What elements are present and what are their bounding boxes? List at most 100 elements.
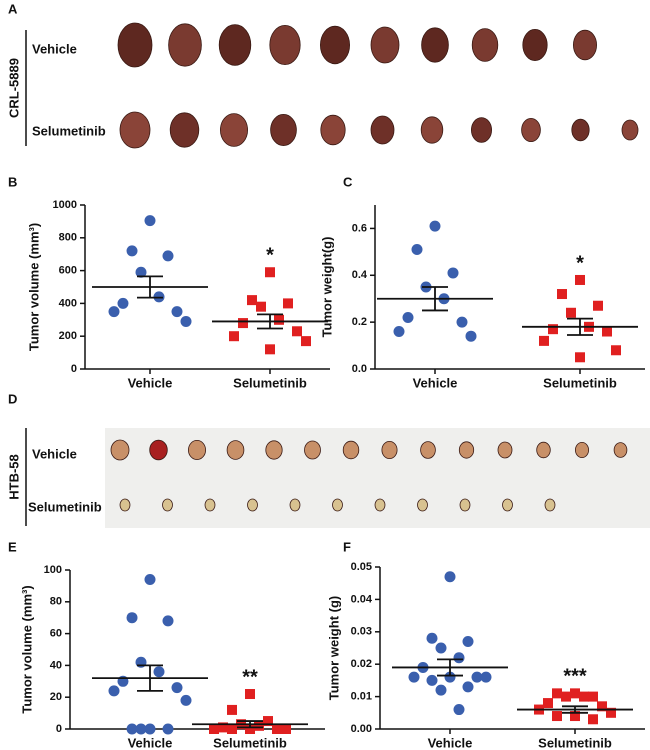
tumor-photo	[332, 498, 343, 512]
y-tick-label: 0.0	[352, 363, 367, 375]
y-axis-label: Tumor volume (mm³)	[19, 585, 34, 713]
panel-label: F	[343, 539, 351, 554]
data-point	[281, 724, 291, 734]
data-point	[444, 571, 456, 583]
tumor-photo	[168, 23, 202, 67]
y-tick-label: 0.4	[352, 269, 368, 281]
tumor-photo	[575, 441, 590, 458]
data-point	[263, 716, 273, 727]
tumor-photo	[204, 498, 216, 512]
tumor-photo	[573, 29, 598, 61]
data-point	[162, 615, 174, 627]
tumor-photo	[370, 26, 400, 64]
photo-background	[105, 428, 650, 528]
data-point	[552, 688, 562, 699]
y-tick-label: 0.00	[351, 723, 372, 735]
cell-line: HTB-58	[6, 454, 21, 500]
panel-label: E	[8, 539, 17, 554]
tumor-photo	[459, 498, 471, 512]
tumor-photo	[226, 440, 245, 460]
tumor-photo	[497, 441, 513, 459]
data-point	[274, 314, 284, 325]
tumor-photo	[304, 440, 321, 460]
row-label: Vehicle	[32, 41, 77, 56]
cell-line: CRL-5889	[6, 58, 21, 118]
y-tick-label: 0	[56, 723, 62, 735]
data-point	[575, 274, 585, 285]
tumor-photo	[110, 439, 130, 461]
data-point	[447, 267, 459, 279]
data-point	[480, 671, 492, 683]
data-point	[465, 330, 477, 342]
data-point	[126, 612, 138, 624]
data-point	[593, 300, 603, 311]
tumor-photo	[502, 498, 513, 512]
tumor-photo	[218, 24, 252, 66]
tumor-photo	[417, 498, 428, 512]
tumor-photo	[521, 118, 541, 143]
data-point	[597, 701, 607, 712]
data-point	[588, 691, 598, 702]
tumor-photo	[169, 112, 200, 148]
x-tick-label: Vehicle	[128, 735, 173, 750]
data-point	[171, 306, 183, 318]
data-point	[180, 694, 192, 706]
y-tick-label: 400	[59, 297, 77, 309]
data-point	[218, 722, 228, 733]
significance: ***	[563, 666, 587, 688]
y-tick-label: 0.05	[351, 561, 372, 573]
x-tick-label: Vehicle	[128, 375, 173, 390]
panel-label: A	[8, 1, 18, 16]
data-point	[444, 671, 456, 683]
data-point	[144, 723, 156, 735]
tumor-photo	[374, 498, 386, 512]
panel-label: C	[343, 174, 353, 189]
tumor-photo	[421, 27, 449, 63]
data-point	[117, 297, 129, 309]
panel-label: D	[8, 391, 17, 406]
tumor-photo	[320, 114, 346, 146]
data-point	[108, 306, 120, 318]
tumor-photo	[370, 115, 395, 145]
data-point	[539, 335, 549, 346]
x-tick-label: Selumetinib	[538, 735, 612, 750]
y-axis-label: Tumor weight(g)	[319, 237, 334, 338]
x-tick-label: Vehicle	[428, 735, 473, 750]
tumor-photo	[470, 117, 492, 143]
data-point	[238, 318, 248, 329]
tumor-photo	[613, 442, 628, 458]
data-point	[456, 316, 468, 328]
x-tick-label: Vehicle	[413, 375, 458, 390]
data-point	[144, 215, 156, 227]
tumor-photo	[458, 441, 475, 459]
data-point	[265, 267, 275, 278]
data-point	[408, 671, 420, 683]
data-point	[575, 352, 585, 363]
data-point	[435, 684, 447, 696]
data-point	[602, 326, 612, 337]
y-tick-label: 80	[50, 596, 62, 608]
y-axis-label: Tumor weight (g)	[326, 596, 341, 700]
y-tick-label: 0.6	[352, 222, 367, 234]
data-point	[453, 704, 465, 716]
tumor-photo	[536, 441, 551, 459]
y-tick-label: 60	[50, 628, 62, 640]
data-point	[611, 345, 621, 356]
tumor-photo	[119, 498, 131, 512]
data-point	[570, 711, 580, 722]
tumor-photo	[289, 498, 301, 512]
panel-label: B	[8, 174, 17, 189]
data-point	[256, 301, 266, 312]
data-point	[566, 307, 576, 318]
data-point	[162, 250, 174, 262]
data-point	[126, 245, 138, 257]
data-point	[301, 336, 311, 347]
data-point	[588, 714, 598, 725]
data-point	[543, 698, 553, 709]
tumor-photo	[571, 118, 590, 142]
x-tick-label: Selumetinib	[543, 375, 617, 390]
y-tick-label: 800	[59, 232, 77, 244]
y-tick-label: 20	[50, 691, 62, 703]
y-tick-label: 0.01	[351, 691, 372, 703]
